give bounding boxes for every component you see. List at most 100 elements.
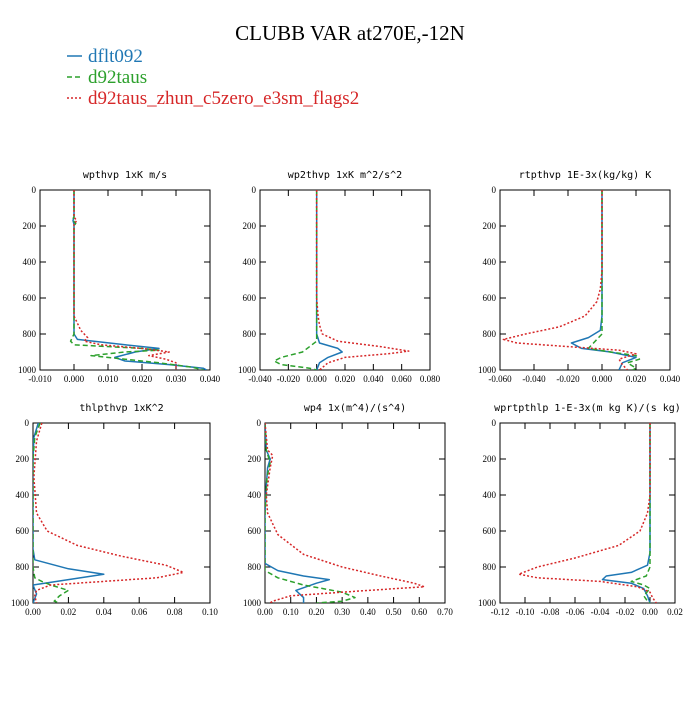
y-tick-label: 0: [32, 185, 37, 195]
x-tick-label: 0.30: [334, 607, 350, 617]
panel-title: thlpthvp 1xK^2: [79, 403, 163, 414]
series-line: [518, 423, 657, 603]
series-group: [69, 190, 207, 370]
x-tick-label: 0.030: [166, 374, 187, 384]
x-tick-label: 0.020: [626, 374, 647, 384]
series-line: [502, 190, 637, 370]
y-tick-label: 400: [483, 257, 497, 267]
y-tick-label: 0: [25, 418, 30, 428]
series-line: [73, 190, 177, 370]
x-tick-label: 0.040: [660, 374, 681, 384]
y-tick-label: 200: [16, 454, 30, 464]
series-line: [315, 190, 343, 370]
chart-panel: wprtpthlp 1-E-3x(m kg K)/(s kg) -0.12 -0.1…: [478, 403, 683, 617]
legend-label: dflt092: [88, 46, 143, 67]
x-tick-label: 0.00: [25, 607, 41, 617]
panel-title: wpthvp 1xK m/s: [83, 170, 167, 181]
y-tick-label: 0: [252, 185, 257, 195]
x-tick-label: 0.020: [132, 374, 153, 384]
panel-title: wprtpthlp 1-E-3x(m kg K)/(s kg): [494, 403, 681, 414]
x-tick-label: -0.040: [522, 374, 546, 384]
plot-frame: [32, 422, 211, 604]
y-tick-label: 800: [483, 562, 497, 572]
y-tick-label: 600: [16, 526, 30, 536]
series-group: [265, 423, 426, 603]
legend-entry: dflt092: [67, 46, 143, 67]
y-tick-label: 200: [483, 454, 497, 464]
y-tick-label: 400: [243, 257, 257, 267]
series-line: [265, 423, 356, 603]
x-tick-label: 0.10: [283, 607, 299, 617]
y-tick-label: 600: [248, 526, 262, 536]
x-tick-label: 0.02: [667, 607, 683, 617]
y-tick-label: 600: [23, 293, 37, 303]
x-tick-label: 0.50: [386, 607, 402, 617]
series-group: [502, 190, 641, 370]
x-tick-label: 0.00: [257, 607, 273, 617]
y-tick-label: 1000: [478, 365, 497, 375]
panel-title: rtpthvp 1E-3x(kg/kg) K: [519, 170, 651, 181]
chart-panel: wp2thvp 1xK m^2/s^2 -0.040 -0.020 0.000 0.02…: [238, 170, 441, 384]
y-tick-label: 200: [23, 221, 37, 231]
series-group: [33, 423, 185, 603]
y-tick-label: 400: [483, 490, 497, 500]
y-tick-label: 200: [483, 221, 497, 231]
series-line: [601, 423, 651, 603]
y-tick-label: 400: [16, 490, 30, 500]
y-tick-label: 1000: [11, 598, 30, 608]
series-line: [69, 190, 204, 370]
x-tick-label: 0.02: [61, 607, 77, 617]
x-tick-label: 0.06: [131, 607, 147, 617]
y-tick-label: 800: [248, 562, 262, 572]
x-tick-label: 0.010: [98, 374, 119, 384]
x-tick-label: 0.04: [96, 607, 112, 617]
legend: dflt092d92tausd92taus_zhun_c5zero_e3sm_f…: [67, 46, 359, 109]
x-tick-label: 0.10: [202, 607, 218, 617]
plot-frame: [499, 422, 676, 604]
chart-panel: wp4 1x(m^4)/(s^4) 0.00 0.10 0.20 0.30 0.40 0.5…: [243, 403, 453, 617]
series-group: [273, 190, 410, 370]
plot-frame: [499, 189, 671, 371]
plot-frame: [264, 422, 446, 604]
y-tick-label: 1000: [18, 365, 37, 375]
y-tick-label: 1000: [238, 365, 257, 375]
x-tick-label: -0.06: [566, 607, 585, 617]
x-tick-label: -0.10: [516, 607, 535, 617]
legend-entry: d92taus: [67, 67, 147, 88]
y-tick-label: 0: [492, 185, 497, 195]
y-tick-label: 400: [248, 490, 262, 500]
figure-title: CLUBB VAR at270E,-12N: [235, 21, 465, 45]
x-tick-label: -0.08: [541, 607, 560, 617]
x-tick-label: -0.04: [591, 607, 610, 617]
y-tick-label: 0: [492, 418, 497, 428]
chart-panel: thlpthvp 1xK^2 0.00 0.02 0.04 0.06 0.08 0.10 0 2…: [11, 403, 218, 617]
series-line: [273, 190, 318, 370]
y-tick-label: 600: [243, 293, 257, 303]
x-tick-label: 0.60: [411, 607, 427, 617]
series-line: [33, 423, 185, 603]
legend-label: d92taus: [88, 67, 147, 88]
plot-frame: [259, 189, 431, 371]
x-tick-label: 0.020: [335, 374, 356, 384]
series-line: [630, 423, 651, 603]
series-line: [33, 423, 105, 603]
x-tick-label: -0.040: [248, 374, 272, 384]
y-tick-label: 200: [243, 221, 257, 231]
y-tick-label: 800: [16, 562, 30, 572]
series-group: [518, 423, 657, 603]
y-tick-label: 800: [483, 329, 497, 339]
x-tick-label: 0.40: [360, 607, 376, 617]
x-tick-label: 0.000: [592, 374, 613, 384]
y-tick-label: 1000: [243, 598, 262, 608]
y-tick-label: 800: [23, 329, 37, 339]
x-tick-label: 0.040: [363, 374, 384, 384]
y-tick-label: 1000: [478, 598, 497, 608]
x-tick-label: 0.080: [420, 374, 441, 384]
x-tick-label: 0.000: [64, 374, 85, 384]
x-tick-label: 0.08: [167, 607, 183, 617]
legend-label: d92taus_zhun_c5zero_e3sm_flags2: [88, 88, 359, 109]
panel-title: wp4 1x(m^4)/(s^4): [304, 403, 406, 414]
y-tick-label: 400: [23, 257, 37, 267]
